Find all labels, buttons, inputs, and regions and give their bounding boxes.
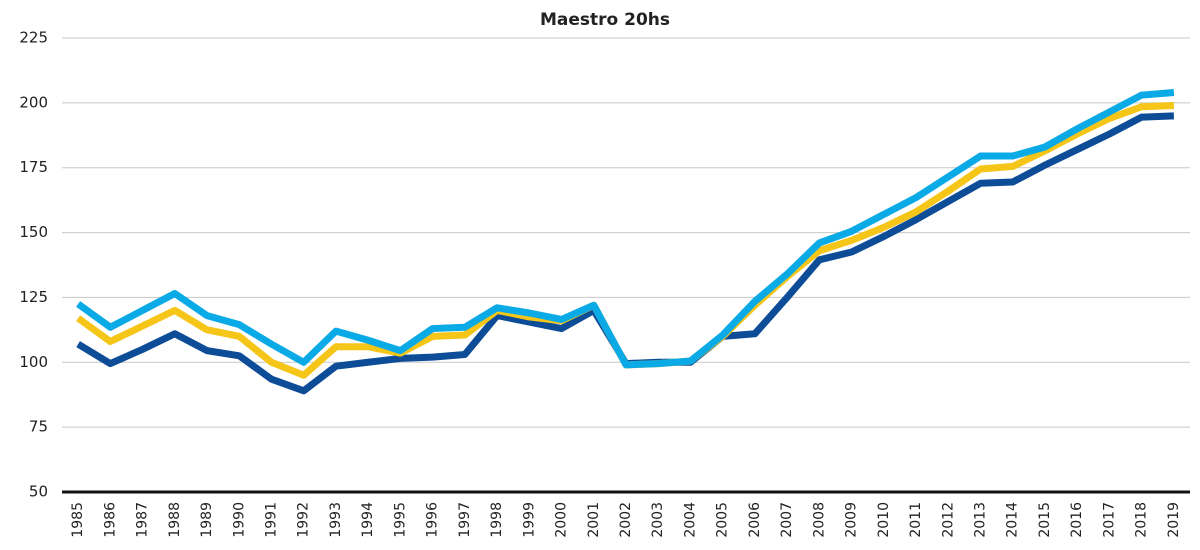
- x-tick-label: 2006: [747, 502, 763, 538]
- x-tick-label: 1986: [102, 502, 118, 538]
- x-tick-label: 2007: [779, 502, 795, 538]
- x-tick-label: 1991: [263, 502, 279, 538]
- x-tick-label: 2002: [618, 502, 634, 538]
- x-tick-label: 1988: [167, 502, 183, 538]
- x-tick-label: 1995: [392, 502, 408, 538]
- x-tick-label: 2012: [940, 502, 956, 538]
- x-tick-label: 2000: [554, 502, 570, 538]
- x-tick-label: 2003: [650, 502, 666, 538]
- x-tick-label: 2004: [682, 502, 698, 538]
- x-tick-label: 2017: [1101, 502, 1117, 538]
- x-tick-label: 1987: [135, 502, 151, 538]
- x-tick-label: 2001: [586, 502, 602, 538]
- y-tick-label: 175: [19, 158, 48, 176]
- x-tick-label: 1999: [521, 502, 537, 538]
- x-tick-label: 1994: [360, 502, 376, 538]
- x-tick-label: 2019: [1166, 502, 1182, 538]
- y-tick-label: 225: [19, 29, 48, 47]
- x-tick-label: 2015: [1037, 502, 1053, 538]
- x-tick-label: 2005: [715, 502, 731, 538]
- x-tick-label: 1985: [70, 502, 86, 538]
- x-tick-label: 2008: [811, 502, 827, 538]
- x-tick-label: 1992: [296, 502, 312, 538]
- x-tick-label: 1996: [425, 502, 441, 538]
- x-tick-label: 2014: [1005, 502, 1021, 538]
- x-tick-label: 2018: [1134, 502, 1150, 538]
- y-tick-label: 75: [29, 418, 48, 436]
- y-tick-label: 50: [29, 483, 48, 501]
- series-line: [76, 88, 1175, 369]
- y-tick-label: 125: [19, 288, 48, 306]
- x-tick-label: 1993: [328, 502, 344, 538]
- series-line: [76, 101, 1175, 379]
- x-tick-label: 2013: [973, 502, 989, 538]
- y-tick-label: 200: [19, 93, 48, 111]
- x-tick-label: 1989: [199, 502, 215, 538]
- x-tick-label: 2011: [908, 502, 924, 538]
- x-tick-label: 2010: [876, 502, 892, 538]
- x-tick-label: 1990: [231, 502, 247, 538]
- x-tick-label: 2016: [1069, 502, 1085, 538]
- x-tick-label: 1997: [457, 502, 473, 538]
- chart-title: Maestro 20hs: [540, 10, 670, 30]
- x-tick-label: 2009: [844, 502, 860, 538]
- y-tick-label: 100: [19, 353, 48, 371]
- x-tick-label: 1998: [489, 502, 505, 538]
- y-tick-label: 150: [19, 223, 48, 241]
